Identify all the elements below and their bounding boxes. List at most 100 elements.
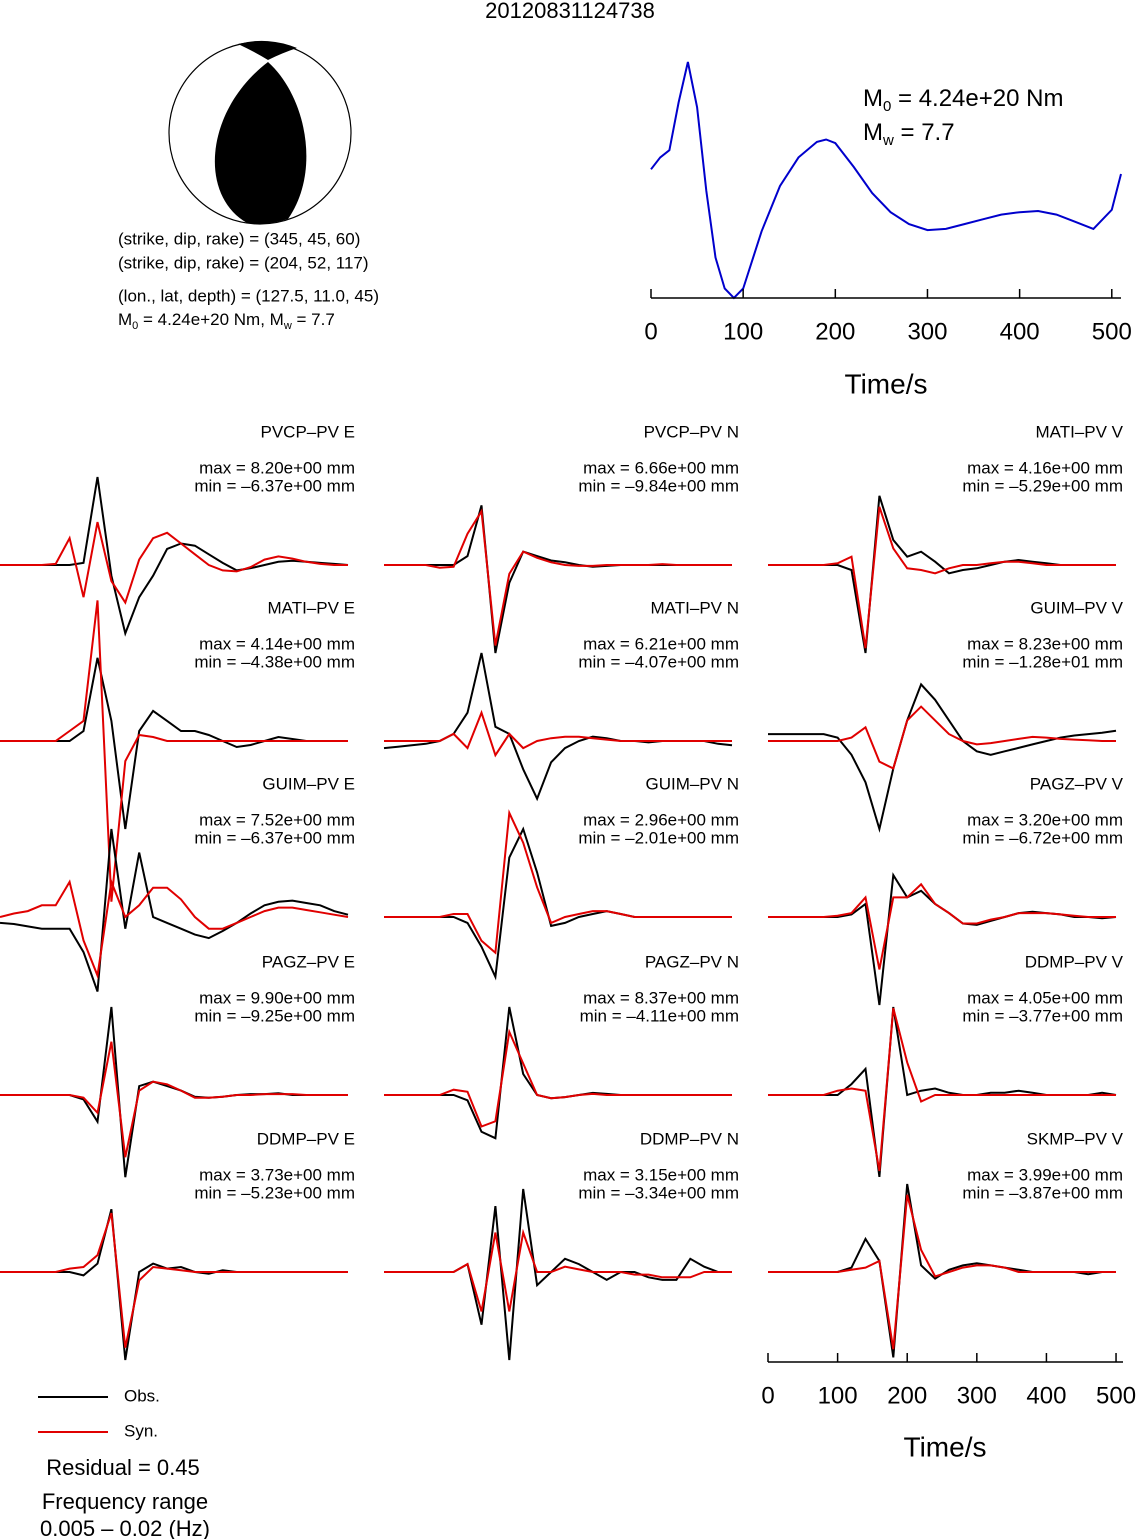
- station-label: DDMP–PV E: [257, 1129, 355, 1148]
- max-label: max = 4.05e+00 mm: [967, 988, 1123, 1007]
- magnitude-annotation: Mw = 7.7: [863, 119, 955, 149]
- compression-quadrant: [238, 40, 297, 60]
- max-label: max = 6.21e+00 mm: [583, 634, 739, 653]
- x-axis-title: Time/s: [845, 368, 928, 399]
- station-label: DDMP–PV V: [1025, 952, 1124, 971]
- observed-trace: [384, 1006, 732, 1140]
- stf-annotation: M0 = 4.24e+20 Nm Mw = 7.7: [863, 85, 1063, 149]
- max-label: max = 2.96e+00 mm: [583, 810, 739, 829]
- symbol: M: [118, 310, 132, 329]
- station-label: MATI–PV V: [1035, 422, 1123, 441]
- observed-trace: [384, 505, 732, 654]
- x-axis-title: Time/s: [904, 1431, 987, 1462]
- synthetic-trace: [768, 1007, 1116, 1172]
- x-tick-label: 200: [887, 1382, 927, 1409]
- frequency-title: Frequency range: [42, 1489, 208, 1514]
- subscript: w: [283, 320, 292, 332]
- symbol: M: [863, 119, 883, 146]
- synthetic-trace: [0, 1041, 348, 1158]
- max-label: max = 4.16e+00 mm: [967, 458, 1123, 477]
- x-tick-label: 0: [761, 1382, 774, 1409]
- min-label: min = –9.84e+00 mm: [578, 476, 739, 495]
- max-label: max = 9.90e+00 mm: [199, 988, 355, 1007]
- symbol: M: [863, 85, 883, 112]
- x-tick-label: 400: [1026, 1382, 1066, 1409]
- max-label: max = 3.15e+00 mm: [583, 1165, 739, 1184]
- observed-trace: [0, 1006, 348, 1178]
- max-label: max = 3.99e+00 mm: [967, 1165, 1123, 1184]
- figure-title: 20120831124738: [485, 0, 655, 23]
- x-tick-label: 0: [644, 318, 657, 345]
- observed-trace: [0, 657, 348, 830]
- observed-trace: [0, 1208, 348, 1361]
- station-label: MATI–PV E: [267, 598, 355, 617]
- station-label: GUIM–PV E: [262, 774, 355, 793]
- min-label: min = –6.72e+00 mm: [962, 828, 1123, 847]
- x-tick-label: 500: [1096, 1382, 1136, 1409]
- subscript: w: [882, 132, 894, 149]
- min-label: min = –5.23e+00 mm: [194, 1183, 355, 1202]
- synthetic-trace: [384, 709, 732, 758]
- min-label: min = –4.38e+00 mm: [194, 652, 355, 671]
- value: = 4.24e+20 Nm: [891, 85, 1063, 112]
- max-label: max = 3.20e+00 mm: [967, 810, 1123, 829]
- observed-trace: [384, 1188, 732, 1361]
- beach-ball: [168, 40, 352, 225]
- synthetic-trace: [768, 705, 1116, 770]
- station-label: PAGZ–PV N: [645, 952, 739, 971]
- frequency-range: 0.005 – 0.02 (Hz): [40, 1516, 210, 1539]
- max-label: max = 8.37e+00 mm: [583, 988, 739, 1007]
- subscript: 0: [883, 98, 891, 115]
- max-label: max = 6.66e+00 mm: [583, 458, 739, 477]
- synthetic-trace: [0, 878, 349, 980]
- stf-line: [650, 61, 1122, 300]
- observed-trace: [768, 682, 1117, 833]
- observed-trace: [768, 1006, 1117, 1178]
- nodal-plane: (strike, dip, rake) = (204, 52, 117): [118, 253, 369, 272]
- x-tick-label: 400: [1000, 318, 1040, 345]
- min-label: min = –4.07e+00 mm: [578, 652, 739, 671]
- min-label: min = –3.87e+00 mm: [962, 1183, 1123, 1202]
- min-label: min = –6.37e+00 mm: [194, 828, 355, 847]
- observed-trace: [768, 872, 1117, 1006]
- max-label: max = 4.14e+00 mm: [199, 634, 355, 653]
- observed-trace: [0, 828, 349, 992]
- synthetic-trace: [0, 1212, 348, 1348]
- synthetic-trace: [768, 882, 1116, 970]
- compression-quadrant: [214, 62, 307, 224]
- location: (lon., lat, depth) = (127.5, 11.0, 45): [118, 286, 379, 305]
- residual: Residual = 0.45: [46, 1455, 200, 1480]
- station-label: MATI–PV N: [651, 598, 739, 617]
- observed-trace: [0, 476, 349, 637]
- x-tick-label: 100: [723, 318, 763, 345]
- min-label: min = –2.01e+00 mm: [578, 828, 739, 847]
- min-label: min = –5.29e+00 mm: [962, 476, 1123, 495]
- synthetic-trace: [384, 508, 732, 646]
- synthetic-trace: [0, 521, 348, 605]
- min-label: min = –9.25e+00 mm: [194, 1006, 355, 1025]
- station-label: GUIM–PV V: [1030, 598, 1123, 617]
- max-label: max = 8.23e+00 mm: [967, 634, 1123, 653]
- max-label: max = 7.52e+00 mm: [199, 810, 355, 829]
- observed-trace: [768, 495, 1116, 654]
- max-label: max = 3.73e+00 mm: [199, 1165, 355, 1184]
- moment-annotation: M0 = 4.24e+20 Nm: [863, 85, 1063, 115]
- min-label: min = –6.37e+00 mm: [194, 476, 355, 495]
- synthetic-trace: [384, 1228, 732, 1312]
- synthetic-trace: [0, 600, 348, 902]
- station-label: PVCP–PV E: [261, 422, 356, 441]
- x-tick-label: 300: [957, 1382, 997, 1409]
- station-label: DDMP–PV N: [640, 1129, 739, 1148]
- x-tick-label: 200: [815, 318, 855, 345]
- legend-label: Syn.: [124, 1421, 158, 1440]
- station-label: SKMP–PV V: [1027, 1129, 1124, 1148]
- subscript: 0: [132, 320, 138, 332]
- x-tick-label: 100: [818, 1382, 858, 1409]
- station-label: PAGZ–PV E: [262, 952, 355, 971]
- legend-label: Obs.: [124, 1386, 160, 1405]
- nodal-plane: (strike, dip, rake) = (345, 45, 60): [118, 229, 360, 248]
- value: = 7.7: [292, 310, 335, 329]
- x-tick-label: 300: [907, 318, 947, 345]
- synthetic-trace: [384, 1028, 732, 1128]
